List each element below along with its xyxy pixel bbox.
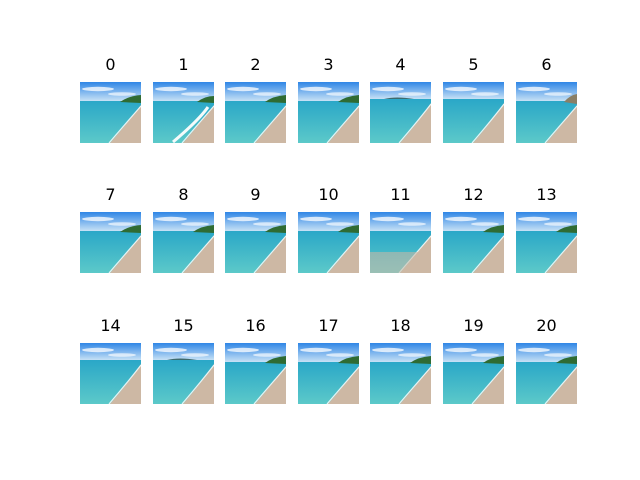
- image-cell: 9: [225, 185, 286, 273]
- image-index-label: 1: [178, 55, 189, 74]
- beach-thumbnail-image: [298, 343, 359, 404]
- beach-thumbnail-image: [516, 343, 577, 404]
- image-index-label: 19: [463, 316, 484, 335]
- image-cell: 15: [153, 316, 214, 404]
- image-index-label: 0: [105, 55, 116, 74]
- image-cell: 3: [298, 55, 359, 143]
- image-cell: 0: [80, 55, 141, 143]
- beach-thumbnail-image: [298, 212, 359, 273]
- image-cell: 11: [370, 185, 431, 273]
- image-index-label: 4: [395, 55, 406, 74]
- image-index-label: 20: [536, 316, 557, 335]
- beach-thumbnail-image: [298, 82, 359, 143]
- image-cell: 4: [370, 55, 431, 143]
- image-cell: 1: [153, 55, 214, 143]
- image-index-label: 8: [178, 185, 189, 204]
- image-index-label: 14: [100, 316, 121, 335]
- image-index-label: 18: [390, 316, 411, 335]
- image-index-label: 16: [245, 316, 266, 335]
- beach-thumbnail-image: [225, 82, 286, 143]
- image-cell: 17: [298, 316, 359, 404]
- image-index-label: 9: [250, 185, 261, 204]
- beach-thumbnail-image: [80, 82, 141, 143]
- beach-thumbnail-image: [370, 343, 431, 404]
- image-index-label: 7: [105, 185, 116, 204]
- beach-thumbnail-image: [153, 343, 214, 404]
- image-cell: 16: [225, 316, 286, 404]
- beach-thumbnail-image: [225, 343, 286, 404]
- image-cell: 10: [298, 185, 359, 273]
- image-cell: 5: [443, 55, 504, 143]
- beach-thumbnail-image: [370, 212, 431, 273]
- beach-thumbnail-image: [443, 212, 504, 273]
- image-index-label: 10: [318, 185, 339, 204]
- image-cell: 8: [153, 185, 214, 273]
- beach-thumbnail-image: [516, 82, 577, 143]
- image-cell: 14: [80, 316, 141, 404]
- image-cell: 13: [516, 185, 577, 273]
- image-cell: 18: [370, 316, 431, 404]
- image-index-label: 17: [318, 316, 339, 335]
- beach-thumbnail-image: [443, 343, 504, 404]
- beach-thumbnail-image: [443, 82, 504, 143]
- image-index-label: 2: [250, 55, 261, 74]
- beach-thumbnail-image: [370, 82, 431, 143]
- image-cell: 20: [516, 316, 577, 404]
- image-cell: 12: [443, 185, 504, 273]
- beach-thumbnail-image: [80, 212, 141, 273]
- image-cell: 2: [225, 55, 286, 143]
- beach-thumbnail-image: [80, 343, 141, 404]
- image-index-label: 6: [541, 55, 552, 74]
- image-index-label: 12: [463, 185, 484, 204]
- image-index-label: 3: [323, 55, 334, 74]
- image-index-label: 13: [536, 185, 557, 204]
- image-cell: 19: [443, 316, 504, 404]
- image-index-label: 11: [390, 185, 411, 204]
- image-cell: 6: [516, 55, 577, 143]
- image-index-label: 5: [468, 55, 479, 74]
- image-index-label: 15: [173, 316, 194, 335]
- beach-thumbnail-image: [225, 212, 286, 273]
- beach-thumbnail-image: [153, 82, 214, 143]
- beach-thumbnail-image: [516, 212, 577, 273]
- beach-thumbnail-image: [153, 212, 214, 273]
- image-cell: 7: [80, 185, 141, 273]
